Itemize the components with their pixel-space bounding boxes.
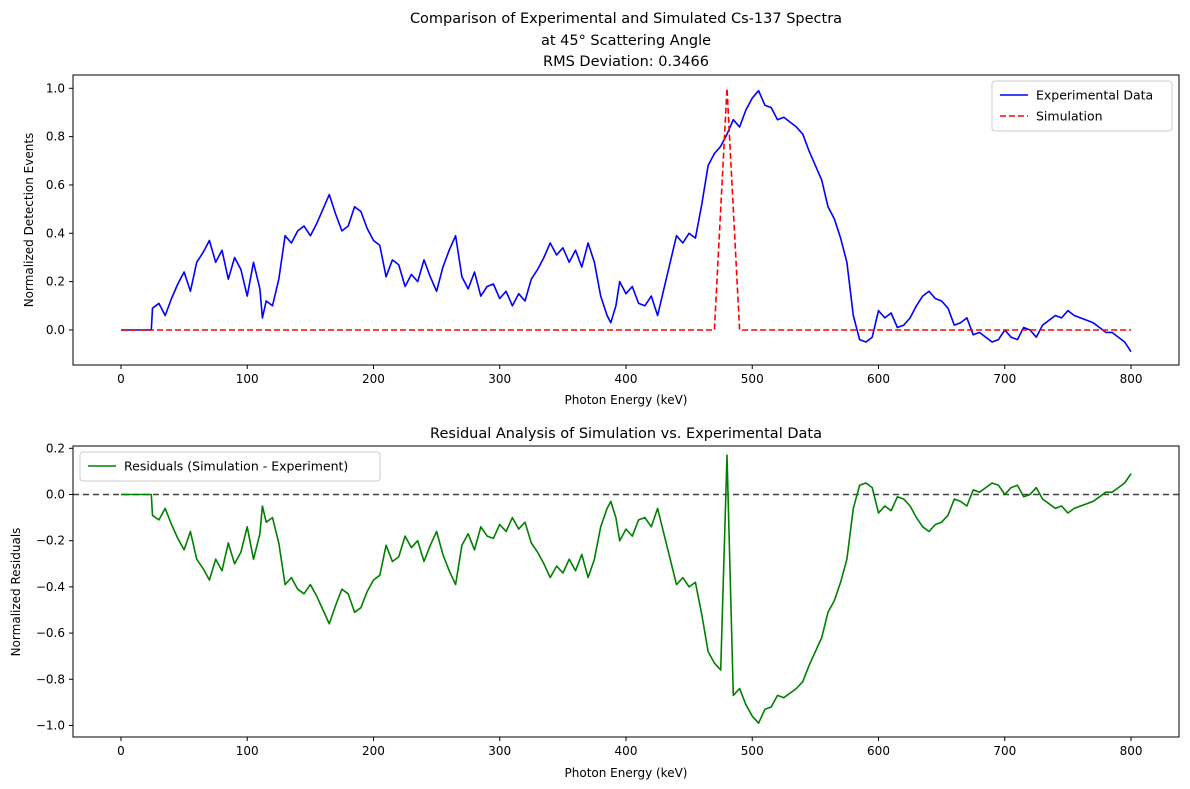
top-plot-x-tick-label: 600 (867, 372, 890, 386)
top-plot-legend: Experimental Data Simulation (991, 80, 1173, 132)
residual-plot-series-residuals-simulation-experiment (121, 454, 1132, 724)
residual-plot-y-tick-label: 0.0 (46, 488, 65, 502)
top-plot-y-tick-label: 0.8 (46, 130, 65, 144)
residual-plot-x-tick-label: 400 (615, 744, 638, 758)
top-plot-title-line-2: at 45° Scattering Angle (541, 33, 711, 49)
residual-plot-legend-label: Residuals (Simulation - Experiment) (124, 459, 348, 474)
residual-plot-x-tick-label: 100 (236, 744, 259, 758)
top-plot-x-tick-label: 300 (488, 372, 511, 386)
residual-plot-y-tick-label: −0.6 (36, 626, 65, 640)
top-plot: 0 100 200 300 400 500 600 700 800 0.0 0.2 0.4 0.6 0.8… (46, 74, 1180, 386)
residual-plot-x-tick-label: 0 (117, 744, 125, 758)
residual-plot-title: Residual Analysis of Simulation vs. Expe… (430, 426, 822, 442)
residual-plot-y-tick-label: −0.4 (36, 580, 65, 594)
top-plot-y-tick-label: 0.0 (46, 323, 65, 337)
top-plot-x-tick-label: 100 (236, 372, 259, 386)
top-plot-legend-label: Experimental Data (1036, 88, 1153, 103)
top-plot-x-axis-label: Photon Energy (keV) (565, 393, 688, 407)
residual-plot-y-tick-label: 0.2 (46, 441, 65, 455)
top-plot-x-tick-label: 500 (741, 372, 764, 386)
top-plot-series-simulation (121, 87, 1131, 331)
residual-plot: 0 100 200 300 400 500 600 700 800 −1.0 −0.8 −0.6 −0.… (36, 441, 1180, 758)
residual-plot-y-tick-label: −0.8 (36, 672, 65, 686)
residual-plot-y-tick-label: −0.2 (36, 534, 65, 548)
top-plot-x-tick-label: 700 (993, 372, 1016, 386)
top-plot-y-tick-label: 1.0 (46, 81, 65, 95)
residual-plot-y-axis-label: Normalized Residuals (9, 528, 23, 657)
top-plot-legend-box (991, 80, 1173, 132)
residual-plot-x-tick-label: 700 (993, 744, 1016, 758)
top-plot-y-axis-label: Normalized Detection Events (22, 133, 36, 308)
top-plot-x-tick-label: 200 (362, 372, 385, 386)
top-plot-x-tick-label: 800 (1120, 372, 1143, 386)
top-plot-legend-label: Simulation (1036, 109, 1103, 124)
residual-plot-legend: Residuals (Simulation - Experiment) (79, 451, 381, 482)
residual-plot-legend-box (79, 451, 381, 482)
residual-plot-x-tick-label: 500 (741, 744, 764, 758)
residual-plot-x-axis-label: Photon Energy (keV) (565, 766, 688, 780)
top-plot-y-tick-label: 0.2 (46, 275, 65, 289)
top-plot-y-tick-label: 0.6 (46, 178, 65, 192)
residual-plot-x-tick-label: 600 (867, 744, 890, 758)
top-plot-y-tick-label: 0.4 (46, 226, 65, 240)
residual-plot-x-tick-label: 800 (1120, 744, 1143, 758)
top-plot-x-tick-label: 400 (615, 372, 638, 386)
residual-plot-y-tick-label: −1.0 (36, 718, 65, 732)
top-plot-title-line-3: RMS Deviation: 0.3466 (543, 54, 709, 70)
top-plot-x-tick-label: 0 (117, 372, 125, 386)
top-plot-series-experimental-data (121, 89, 1132, 353)
residual-plot-x-tick-label: 300 (488, 744, 511, 758)
top-plot-title-line-1: Comparison of Experimental and Simulated… (410, 11, 842, 27)
residual-plot-x-tick-label: 200 (362, 744, 385, 758)
